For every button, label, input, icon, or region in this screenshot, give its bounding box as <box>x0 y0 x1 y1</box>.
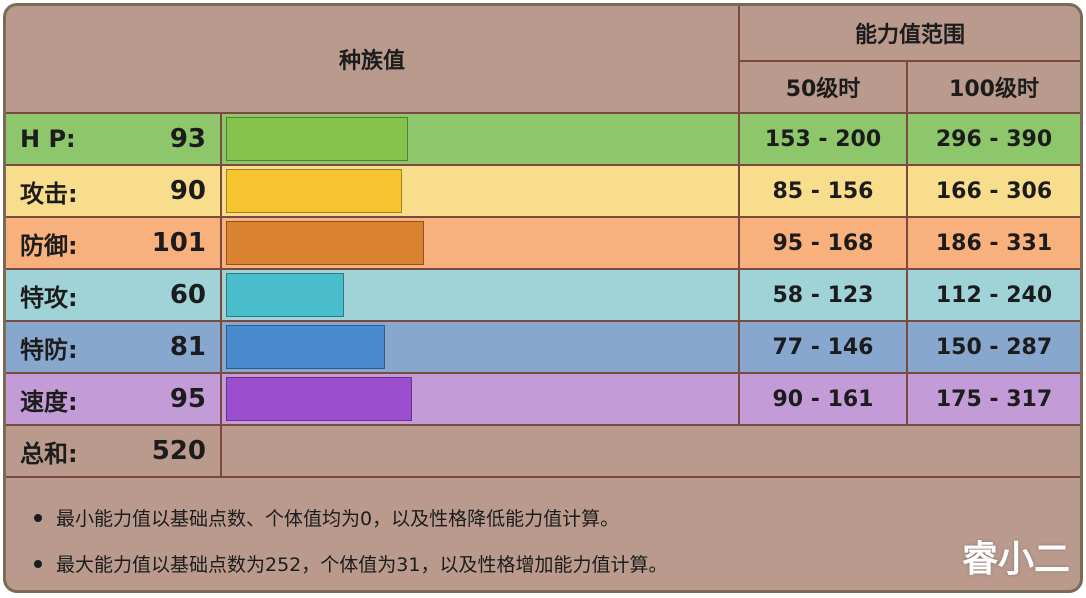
stat-label: 防御: <box>6 218 126 270</box>
stat-bar <box>226 169 402 213</box>
header-level50: 50级时 <box>740 62 908 114</box>
stat-bar-cell <box>222 270 740 322</box>
header-level100: 100级时 <box>908 62 1080 114</box>
stat-bar <box>226 221 424 265</box>
stat-value: 90 <box>126 166 222 218</box>
range-level50: 90 - 161 <box>740 374 908 426</box>
range-level100: 166 - 306 <box>908 166 1080 218</box>
total-label: 总和: <box>6 426 126 478</box>
total-value: 520 <box>126 426 222 478</box>
range-level50: 85 - 156 <box>740 166 908 218</box>
note-min-text: 最小能力值以基础点数、个体值均为0，以及性格降低能力值计算。 <box>56 508 620 530</box>
stat-label: 特防: <box>6 322 126 374</box>
stat-value: 101 <box>126 218 222 270</box>
stat-bar <box>226 117 408 161</box>
stat-bar <box>226 325 385 369</box>
total-empty <box>222 426 1080 478</box>
stat-value: 95 <box>126 374 222 426</box>
bullet-icon <box>34 559 42 568</box>
note-max: 最大能力值以基础点数为252，个体值为31，以及性格增加能力值计算。 <box>34 550 667 577</box>
range-level50: 58 - 123 <box>740 270 908 322</box>
range-level100: 150 - 287 <box>908 322 1080 374</box>
range-level50: 77 - 146 <box>740 322 908 374</box>
header-base-stats: 种族值 <box>6 6 740 114</box>
stats-table: 种族值 能力值范围 50级时 100级时 H P: 93 153 - 200 296 … <box>3 3 1083 593</box>
range-level100: 296 - 390 <box>908 114 1080 166</box>
note-max-text: 最大能力值以基础点数为252，个体值为31，以及性格增加能力值计算。 <box>56 554 668 576</box>
stat-label: 特攻: <box>6 270 126 322</box>
range-level100: 175 - 317 <box>908 374 1080 426</box>
stat-bar-cell <box>222 114 740 166</box>
stat-label: 攻击: <box>6 166 126 218</box>
stat-bar-cell <box>222 166 740 218</box>
header-stat-range: 能力值范围 <box>740 6 1080 62</box>
range-level50: 95 - 168 <box>740 218 908 270</box>
stat-bar-cell <box>222 218 740 270</box>
bullet-icon <box>34 513 42 522</box>
watermark: 睿小二 <box>961 539 1070 580</box>
stat-bar-cell <box>222 374 740 426</box>
stat-bar <box>226 273 344 317</box>
stat-value: 60 <box>126 270 222 322</box>
range-level100: 112 - 240 <box>908 270 1080 322</box>
note-min: 最小能力值以基础点数、个体值均为0，以及性格降低能力值计算。 <box>34 504 619 531</box>
stat-bar-cell <box>222 322 740 374</box>
range-level50: 153 - 200 <box>740 114 908 166</box>
stat-label: 速度: <box>6 374 126 426</box>
stat-label: H P: <box>6 114 126 166</box>
stat-bar <box>226 377 412 421</box>
stat-value: 93 <box>126 114 222 166</box>
range-level100: 186 - 331 <box>908 218 1080 270</box>
notes-section: 最小能力值以基础点数、个体值均为0，以及性格降低能力值计算。 最大能力值以基础点… <box>6 478 1080 590</box>
stat-value: 81 <box>126 322 222 374</box>
